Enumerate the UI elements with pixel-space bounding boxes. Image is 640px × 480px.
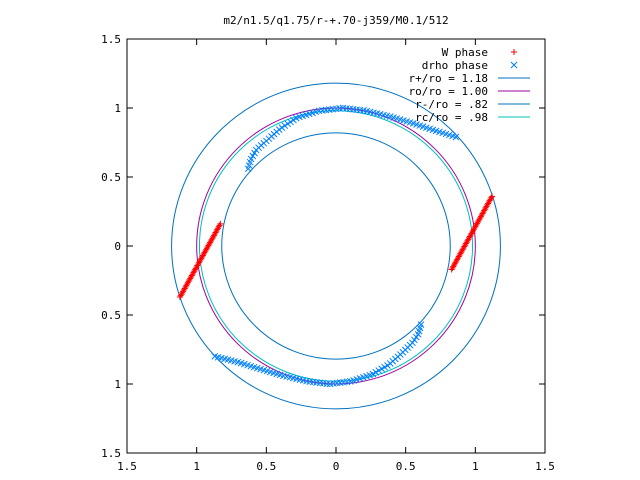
drho-phase-point — [278, 124, 286, 131]
circle-4 — [198, 110, 474, 382]
w-phase-point — [488, 194, 495, 201]
w-phase-point — [217, 220, 224, 227]
chart-title: m2/n1.5/q1.75/r-+.70-j359/M0.1/512 — [223, 14, 448, 27]
circle-1 — [171, 82, 501, 410]
x-tick-label: 1 — [472, 460, 479, 473]
legend-label: drho phase — [422, 59, 488, 72]
drho-phase-point — [281, 122, 289, 130]
y-tick-label: 1.5 — [101, 447, 121, 460]
circle-2 — [196, 107, 476, 385]
x-tick-label: 1.5 — [117, 460, 137, 473]
x-tick-label: 0.5 — [256, 460, 276, 473]
y-tick-label: 0.5 — [101, 171, 121, 184]
legend-label: r+/ro = 1.18 — [409, 72, 488, 85]
drho-phase-point — [287, 118, 294, 126]
drho-phase-point — [211, 353, 219, 360]
drho-phase-point — [290, 116, 297, 124]
axis-ticks: 1.5 1 0.5 0 0.5 1 1.51.510.500.511.5 — [101, 33, 555, 473]
w-phase-point — [489, 193, 496, 200]
x-tick-label: 1 — [193, 460, 200, 473]
x-tick-label: 1.5 — [535, 460, 555, 473]
legend-label: ro/ro = 1.00 — [409, 85, 488, 98]
y-tick-label: 1 — [114, 378, 121, 391]
y-tick-label: 1.5 — [101, 33, 121, 46]
y-tick-label: 0 — [114, 240, 121, 253]
x-tick-label: 0.5 — [396, 460, 416, 473]
x-tick-label: 0 — [333, 460, 340, 473]
y-tick-label: 1 — [114, 102, 121, 115]
circle-3 — [221, 132, 451, 360]
legend-cross-marker — [510, 61, 518, 69]
w-phase-point — [216, 222, 223, 229]
drho-phase-point — [452, 133, 460, 141]
y-tick-label: 0.5 — [101, 309, 121, 322]
legend-plus-marker — [511, 49, 517, 55]
phase-points — [176, 104, 496, 388]
legend-label: W phase — [442, 46, 488, 59]
legend-label: rc/ro = .98 — [415, 111, 488, 124]
drho-phase-point — [284, 120, 292, 128]
legend-label: r-/ro = .82 — [415, 98, 488, 111]
